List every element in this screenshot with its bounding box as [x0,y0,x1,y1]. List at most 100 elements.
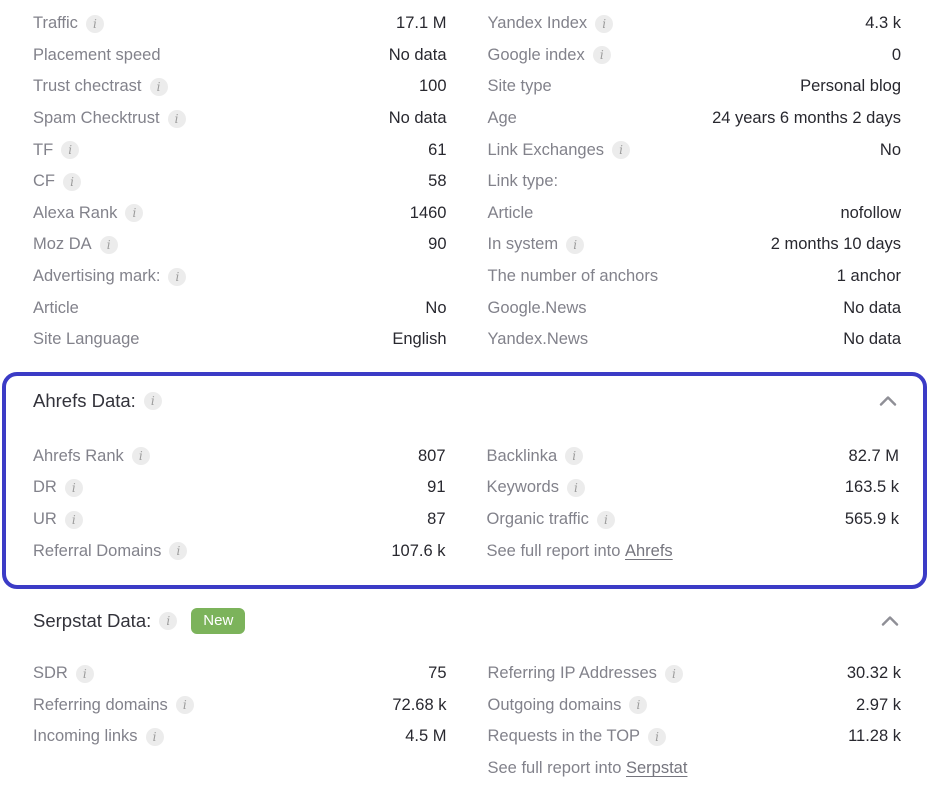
metric-row: Google index i 0 [488,40,901,72]
metric-row: The number of anchors 1 anchor [488,261,902,293]
metric-row: Ahrefs Rank i 807 [33,441,446,473]
ahrefs-collapse-button[interactable] [877,393,899,409]
metric-row: UR i 87 [33,504,446,536]
metric-value: 107.6 k [391,541,446,560]
chevron-up-icon [879,395,897,406]
info-icon[interactable]: i [566,235,585,254]
metric-label: Requests in the TOP i [488,727,667,746]
metric-label: Yandex Index i [488,14,614,33]
metric-value: nofollow [840,203,901,222]
metric-label: Traffic i [33,14,104,33]
metric-row: See full report into Ahrefs [487,535,900,567]
info-icon[interactable]: i [145,727,164,746]
metric-row: Backlinka i 82.7 M [487,441,899,473]
serpstat-title: Serpstat Data: [33,609,152,631]
serpstat-metrics: SDR i 75 Referring domains i 72.68 k Incoming … [33,658,901,784]
metric-value: Personal blog [800,77,901,96]
metric-label: Article [487,203,534,222]
metric-value: 565.9 k [844,510,899,529]
metric-label: Yandex.News [487,330,589,349]
info-icon[interactable]: i [595,14,614,33]
metric-row: Link type: [488,166,902,198]
ahrefs-report-link[interactable]: Ahrefs [625,541,673,560]
metric-value: 24 years 6 months 2 days [712,109,901,128]
metric-label: Referral Domains i [33,542,188,561]
info-icon[interactable]: i [63,172,81,191]
metric-label: Trust chectrast i [33,77,168,96]
serpstat-right-column: Referring IP Addresses i 30.32 k Outgoing d… [488,658,902,784]
info-icon[interactable]: i [64,478,83,497]
metric-value: 807 [417,446,446,465]
info-icon[interactable]: i [85,14,104,33]
metric-row: Link Exchanges i No [488,134,901,166]
metric-value: No data [843,330,901,349]
metric-label: Moz DA i [33,235,118,254]
metric-row: Article nofollow [488,198,902,230]
info-icon[interactable]: i [648,727,667,746]
metric-label: In system i [488,235,585,254]
info-icon[interactable]: i [143,391,162,410]
metric-value: 61 [428,140,447,159]
info-icon[interactable]: i [131,447,150,466]
metric-row: See full report into Serpstat [488,753,902,785]
metric-row: Site Language English [33,324,447,356]
info-icon[interactable]: i [566,478,585,497]
info-icon[interactable]: i [61,141,80,160]
metric-value: No data [388,109,447,128]
info-icon[interactable]: i [565,447,584,466]
serpstat-collapse-button[interactable] [879,613,901,629]
info-icon[interactable]: i [149,77,168,96]
info-icon[interactable]: i [64,510,83,529]
info-icon[interactable]: i [592,46,611,65]
metric-row: CF i 58 [33,166,447,198]
info-icon[interactable]: i [168,267,187,286]
metric-label: Google index i [488,46,611,65]
metric-row: Traffic i 17.1 M [33,8,447,40]
metric-value: 17.1 M [396,14,447,33]
metric-value: 82.7 M [848,446,899,465]
metric-label: Referring domains i [33,696,194,715]
metric-label: Ahrefs Rank i [33,447,150,466]
info-icon[interactable]: i [125,204,144,223]
chevron-up-icon [881,616,899,626]
metric-row: Yandex Index i 4.3 k [488,8,901,40]
site-metrics-section: Traffic i 17.1 M Placement speed No data Trus… [0,0,929,356]
metric-row: Google.News No data [488,292,902,324]
info-icon[interactable]: i [169,542,188,561]
metric-row: Requests in the TOP i 11.28 k [488,721,901,753]
metric-value: No [879,140,901,159]
metric-row: DR i 91 [33,472,446,504]
metric-row: Age 24 years 6 months 2 days [488,103,902,135]
metric-row: Placement speed No data [33,40,447,72]
serpstat-report-link[interactable]: Serpstat [626,758,688,777]
info-icon[interactable]: i [99,235,118,254]
metric-row: Site type Personal blog [488,71,902,103]
info-icon[interactable]: i [167,109,186,128]
metric-label: Referring IP Addresses i [488,664,683,683]
metric-value: 0 [891,45,901,64]
metric-label: Link Exchanges i [488,141,630,160]
metrics-right-column: Yandex Index i 4.3 k Google index i 0 Site typ… [488,8,902,356]
info-icon[interactable]: i [175,696,194,715]
info-icon[interactable]: i [629,696,648,715]
metric-value: No data [388,45,447,64]
metric-label: Placement speed [33,45,161,64]
info-icon[interactable]: i [159,611,178,630]
metric-row: Article No [33,292,447,324]
info-icon[interactable]: i [612,141,630,160]
metric-row: TF i 61 [33,134,447,166]
serpstat-data-panel: Serpstat Data: i New SDR i 75 Referring dom… [0,589,929,784]
info-icon[interactable]: i [75,664,94,683]
see-full-report-text: See full report into Ahrefs [486,541,673,560]
metric-row: Advertising mark: i [33,261,447,293]
info-icon[interactable]: i [596,510,615,529]
metric-value: 30.32 k [846,664,901,683]
metric-value: 2.97 k [856,695,901,714]
metric-value: 72.68 k [392,695,447,714]
metric-row: Alexa Rank i 1460 [33,198,447,230]
ahrefs-title: Ahrefs Data: [33,389,136,411]
info-icon[interactable]: i [664,664,683,683]
metric-value: 90 [428,235,447,254]
metric-row: Keywords i 163.5 k [487,472,899,504]
metric-value: 163.5 k [844,478,899,497]
